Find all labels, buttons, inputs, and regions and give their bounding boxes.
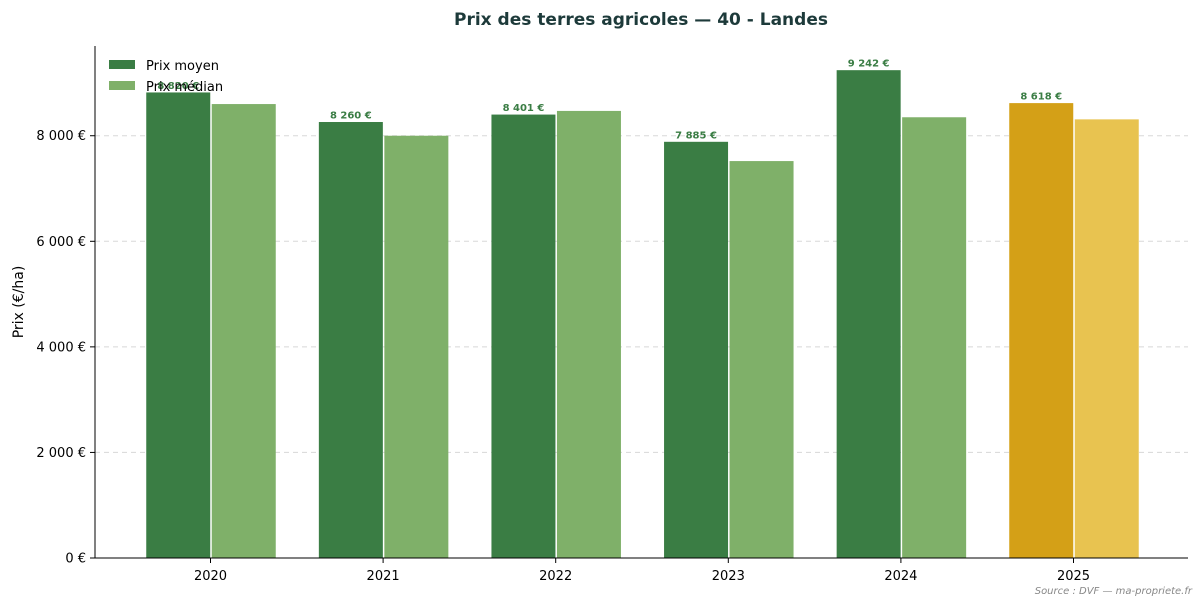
data-label-2022: 8 401 € [503,103,545,114]
bar-prix-median-2024 [902,117,967,559]
data-label-2020: 8 820 € [157,81,199,92]
y-ticks: 0 € 2 000 € 4 000 € 6 000 € 8 000 € [36,129,95,567]
bar-prix-median-2021 [384,135,449,558]
x-tick-label-2025: 2025 [1057,569,1090,584]
legend: Prix moyen Prix médian [109,59,223,95]
x-tick-label-2022: 2022 [539,569,572,584]
data-label-2023: 7 885 € [675,130,717,141]
gridlines [95,135,1188,453]
bar-prix-moyen-2020 [146,92,211,558]
x-tick-label-2020: 2020 [194,569,227,584]
x-tick-label-2021: 2021 [367,569,400,584]
bar-prix-moyen-2025 [1009,103,1074,558]
y-tick-label: 0 € [65,552,86,567]
y-tick-label: 2 000 € [36,446,86,461]
data-label-2024: 9 242 € [848,59,890,70]
bar-prix-moyen-2022 [491,114,556,559]
legend-label-prix-median: Prix médian [146,80,223,95]
y-tick-label: 4 000 € [36,340,86,355]
bar-prix-median-2020 [211,104,276,558]
bar-prix-moyen-2021 [318,122,383,559]
legend-swatch-prix-median [109,81,135,90]
x-tick-label-2024: 2024 [884,569,917,584]
source-note: Source : DVF — ma-propriete.fr [1035,586,1193,597]
legend-label-prix-moyen: Prix moyen [146,59,219,74]
bar-prix-median-2022 [556,110,621,559]
data-label-2025: 8 618 € [1020,92,1062,103]
axes [94,46,1188,559]
x-tick-label-2023: 2023 [712,569,745,584]
data-label-2021: 8 260 € [330,111,372,122]
bar-prix-median-2025 [1074,119,1139,558]
bar-prix-moyen-2023 [664,141,729,558]
y-tick-label: 8 000 € [36,129,86,144]
bars [146,70,1139,559]
bar-prix-moyen-2024 [836,70,901,559]
chart-title: Prix des terres agricoles — 40 - Landes [454,10,828,30]
bar-prix-median-2023 [729,161,794,558]
y-axis-label: Prix (€/ha) [11,266,27,339]
data-labels: 8 820 € 8 260 € 8 401 € 7 885 € 9 242 € 8 618… [157,59,1062,142]
x-ticks: 2020 2021 2022 2023 2024 2025 [194,558,1090,584]
y-tick-label: 6 000 € [36,235,86,250]
legend-swatch-prix-moyen [109,60,135,69]
